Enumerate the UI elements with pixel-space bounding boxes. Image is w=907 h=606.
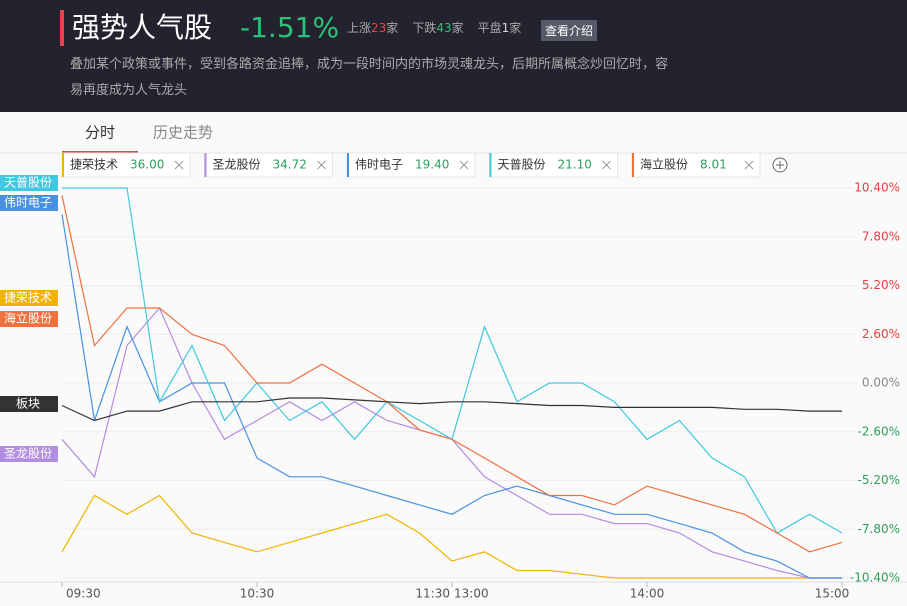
series-tag-label: 伟时电子 bbox=[4, 196, 52, 210]
legend-tab bbox=[61, 152, 191, 178]
tab[interactable]: 历史走势 bbox=[153, 124, 213, 142]
stat-count: 43 bbox=[436, 21, 452, 35]
series-tag bbox=[0, 446, 58, 462]
tab[interactable]: 分时 bbox=[85, 124, 115, 142]
y-tick-label: -7.80% bbox=[858, 522, 900, 536]
legend-tab-accent bbox=[489, 153, 492, 177]
legend-price: 21.10 bbox=[558, 158, 592, 172]
series-line bbox=[61, 214, 842, 579]
title: 强势人气股 bbox=[60, 10, 212, 46]
y-tick-label: 10.40% bbox=[854, 181, 900, 195]
stat: 下跌43家 bbox=[412, 19, 463, 36]
x-tick-label: 09:30 bbox=[66, 587, 101, 601]
y-tick-label: 7.80% bbox=[862, 229, 900, 243]
legend-tab-accent bbox=[62, 153, 64, 177]
series-line bbox=[61, 494, 842, 579]
legend-tab bbox=[631, 152, 761, 178]
stat-unit: 家 bbox=[451, 21, 464, 35]
series-tag-label: 板块 bbox=[16, 397, 40, 411]
y-tick-label: 5.20% bbox=[862, 278, 900, 292]
legend-price: 19.40 bbox=[415, 158, 449, 172]
close-icon[interactable] bbox=[174, 160, 184, 170]
legend-name: 海立股份 bbox=[640, 157, 688, 172]
y-tick-label: -10.40% bbox=[850, 571, 900, 585]
x-tick-label: 13:00 bbox=[454, 587, 489, 601]
legend-price: 36.00 bbox=[130, 158, 164, 172]
legend-price: 8.01 bbox=[700, 158, 727, 172]
description: 叠加某个政策或事件，受到各路资金追捧，成为一段时间内的市场灵魂龙头，后期所属概念… bbox=[70, 57, 669, 98]
stat-label: 下跌 bbox=[412, 21, 437, 35]
stat-unit: 家 bbox=[509, 21, 522, 35]
close-icon[interactable] bbox=[317, 160, 326, 170]
series-tag bbox=[0, 195, 58, 211]
x-tick-label: 11:30 bbox=[415, 587, 450, 601]
legend-tab-accent bbox=[632, 153, 634, 177]
series-tag-label: 圣龙股份 bbox=[4, 447, 52, 461]
chart-bg bbox=[0, 112, 907, 606]
series-tag-label: 海立股份 bbox=[4, 311, 52, 326]
close-icon[interactable] bbox=[602, 160, 611, 170]
series-line bbox=[61, 397, 842, 422]
y-tick-label: 2.60% bbox=[862, 327, 900, 341]
intro-button[interactable]: 查看介绍 bbox=[541, 20, 598, 41]
close-icon[interactable] bbox=[459, 160, 469, 170]
stat-label: 上涨 bbox=[347, 21, 372, 35]
series-tag-label: 天普股份 bbox=[4, 176, 52, 190]
chart: 分时 历史走势 10.40% 7.80% 5.20% 2.60% 0.00% -2.60%… bbox=[0, 112, 907, 606]
legend-tab bbox=[346, 152, 476, 178]
y-tick-label: -5.20% bbox=[858, 473, 900, 487]
series-tag bbox=[0, 175, 58, 191]
series-tag-label: 捷荣技术 bbox=[4, 291, 52, 305]
x-tick-label: 15:00 bbox=[815, 587, 850, 601]
stat: 上涨23家 bbox=[347, 19, 398, 36]
y-tick-label: 0.00% bbox=[862, 376, 900, 390]
legend-name: 天普股份 bbox=[498, 158, 546, 172]
add-icon-plus bbox=[776, 161, 784, 169]
legend-price: 34.72 bbox=[273, 158, 307, 172]
close-icon[interactable] bbox=[744, 160, 754, 170]
change: -1.51% bbox=[240, 11, 340, 44]
series-tag bbox=[0, 290, 58, 306]
series-line bbox=[61, 195, 843, 553]
stat-label: 平盘 bbox=[477, 21, 502, 35]
stat: 平盘1家 bbox=[478, 19, 522, 36]
legend-name: 伟时电子 bbox=[355, 158, 403, 172]
stat-count: 1 bbox=[501, 21, 510, 35]
stats: 上涨23家 下跌43家 平盘1家 bbox=[347, 19, 521, 36]
series-tag bbox=[0, 396, 58, 412]
stat-count: 23 bbox=[371, 21, 387, 35]
legend-tab-accent bbox=[347, 153, 349, 177]
x-tick-label: 14:00 bbox=[630, 587, 665, 601]
stat-unit: 家 bbox=[386, 21, 399, 35]
add-icon[interactable] bbox=[772, 157, 788, 173]
legend-tab-accent bbox=[204, 153, 207, 177]
legend-name: 圣龙股份 bbox=[213, 158, 261, 172]
x-tick-label: 10:30 bbox=[240, 587, 275, 601]
legend-name: 捷荣技术 bbox=[70, 158, 118, 172]
y-tick-label: -2.60% bbox=[858, 424, 900, 438]
legend-tab bbox=[489, 152, 618, 178]
header: 强势人气股 -1.51% 上涨23家 下跌43家 平盘1家 查看介绍 叠加某个政策或… bbox=[0, 0, 907, 112]
series-tag bbox=[0, 311, 58, 327]
